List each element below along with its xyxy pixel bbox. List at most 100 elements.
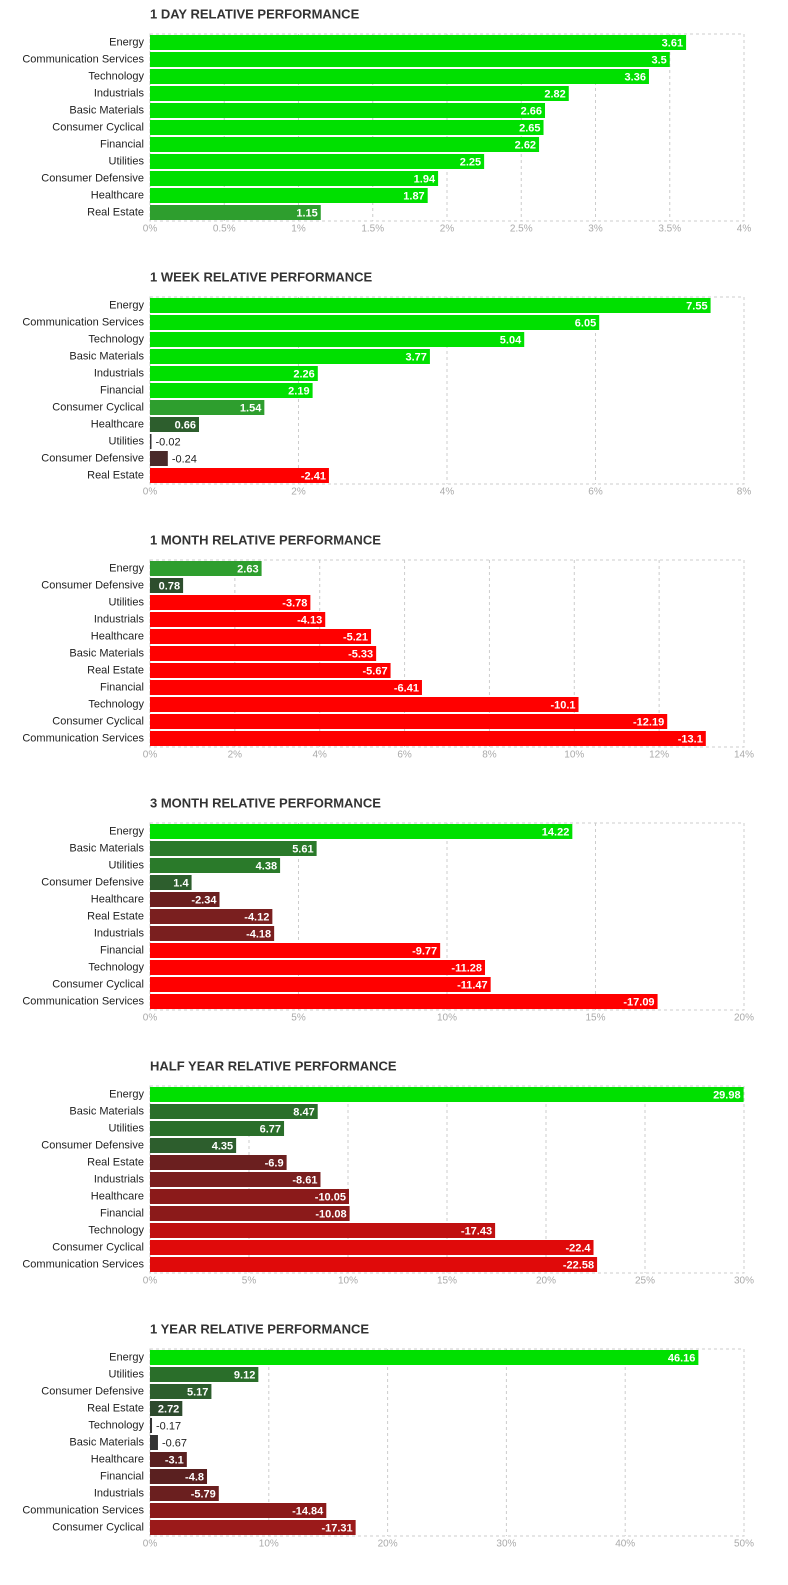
bar (150, 1206, 350, 1221)
chart-title: 1 MONTH RELATIVE PERFORMANCE (150, 532, 381, 547)
x-tick-label: 6% (397, 750, 412, 761)
category-label: Communication Services (22, 1258, 144, 1270)
x-tick-label: 30% (734, 1276, 754, 1287)
value-label: -0.67 (162, 1437, 187, 1449)
category-label: Consumer Cyclical (52, 1241, 144, 1253)
bar (150, 1367, 259, 1382)
value-label: -5.79 (191, 1488, 216, 1500)
x-tick-label: 0% (143, 1013, 158, 1024)
category-label: Communication Services (22, 316, 144, 328)
bar (150, 383, 313, 398)
value-label: -6.9 (265, 1157, 284, 1169)
bar (150, 1087, 744, 1102)
category-label: Basic Materials (69, 1436, 144, 1448)
value-label: -22.58 (563, 1259, 594, 1271)
value-label: -17.43 (461, 1225, 492, 1237)
category-label: Industrials (94, 1173, 145, 1185)
value-label: 2.66 (521, 105, 542, 117)
value-label: -17.09 (623, 996, 654, 1008)
plot-frame (149, 1348, 745, 1537)
bar (150, 824, 573, 839)
bar (150, 680, 422, 695)
bar (150, 69, 649, 84)
category-label: Basic Materials (69, 104, 144, 116)
value-label: 14.22 (542, 826, 570, 838)
bar (150, 697, 579, 712)
bar (150, 86, 569, 101)
value-label: 2.62 (515, 139, 536, 151)
value-label: 5.17 (187, 1386, 208, 1398)
bar (150, 1350, 699, 1365)
x-tick-label: 1.5% (361, 224, 384, 235)
category-label: Healthcare (91, 1453, 144, 1465)
value-label: -8.61 (292, 1174, 317, 1186)
bar (150, 1401, 183, 1416)
value-label: 1.15 (296, 207, 317, 219)
value-label: 6.05 (575, 317, 596, 329)
bar (150, 400, 265, 415)
bar (150, 977, 491, 992)
category-label: Industrials (94, 613, 145, 625)
x-tick-label: 2% (228, 750, 243, 761)
category-label: Industrials (94, 1487, 145, 1499)
category-label: Consumer Cyclical (52, 121, 144, 133)
bar (150, 1240, 594, 1255)
value-label: 1.94 (414, 173, 436, 185)
category-label: Technology (88, 1419, 144, 1431)
category-label: Consumer Defensive (41, 1385, 144, 1397)
bar (150, 1452, 187, 1467)
category-label: Real Estate (87, 664, 144, 676)
value-label: 1.54 (240, 402, 262, 414)
value-label: -10.05 (315, 1191, 346, 1203)
bar (150, 171, 439, 186)
value-label: -0.17 (156, 1420, 181, 1432)
category-label: Real Estate (87, 910, 144, 922)
x-tick-label: 20% (378, 1539, 398, 1550)
value-label: 29.98 (713, 1089, 741, 1101)
x-tick-label: 2% (440, 224, 455, 235)
x-tick-label: 8% (482, 750, 497, 761)
value-label: 2.72 (158, 1403, 179, 1415)
bar (150, 909, 273, 924)
category-label: Energy (109, 562, 144, 574)
bar (150, 943, 441, 958)
bar (150, 1189, 349, 1204)
bar (150, 366, 318, 381)
bar (150, 960, 486, 975)
value-label: -12.19 (633, 716, 664, 728)
bar (150, 595, 311, 610)
value-label: -4.12 (244, 911, 269, 923)
category-label: Financial (100, 1470, 144, 1482)
chart-title: HALF YEAR RELATIVE PERFORMANCE (150, 1058, 397, 1073)
value-label: 46.16 (668, 1352, 696, 1364)
category-label: Basic Materials (69, 647, 144, 659)
x-tick-label: 20% (536, 1276, 556, 1287)
value-label: 0.78 (159, 580, 180, 592)
category-label: Energy (109, 299, 144, 311)
x-tick-label: 10% (437, 1013, 457, 1024)
value-label: 2.63 (237, 563, 258, 575)
value-label: 1.87 (403, 190, 424, 202)
bar (150, 1469, 208, 1484)
value-label: 0.66 (175, 419, 196, 431)
x-tick-label: 5% (291, 1013, 306, 1024)
bar (150, 663, 391, 678)
category-label: Financial (100, 944, 144, 956)
category-label: Healthcare (91, 893, 144, 905)
bar (150, 205, 321, 220)
value-label: 3.61 (662, 37, 683, 49)
category-label: Financial (100, 138, 144, 150)
category-label: Communication Services (22, 1504, 144, 1516)
x-tick-label: 5% (242, 1276, 257, 1287)
bar (150, 434, 152, 449)
value-label: -0.02 (155, 436, 180, 448)
category-label: Energy (109, 825, 144, 837)
x-tick-label: 8% (737, 487, 752, 498)
x-tick-label: 0% (143, 487, 158, 498)
category-label: Utilities (109, 596, 145, 608)
bar (150, 1155, 287, 1170)
bar (150, 1486, 219, 1501)
x-tick-label: 0% (143, 224, 158, 235)
bar (150, 188, 428, 203)
